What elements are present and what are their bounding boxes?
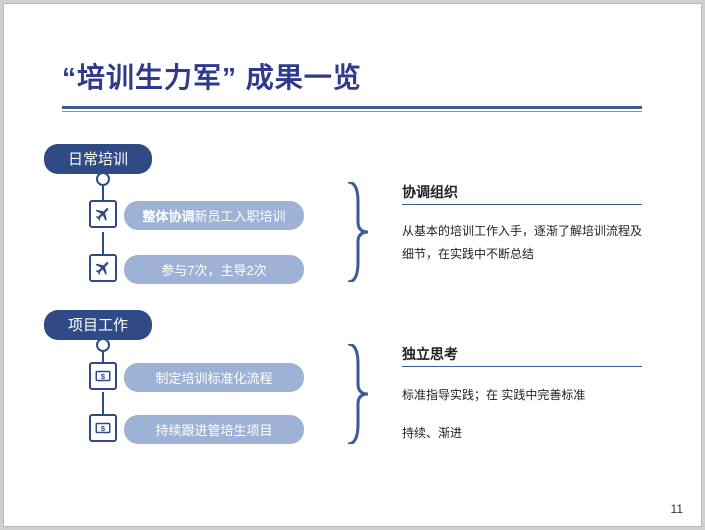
- right-title-1: 协调组织: [402, 182, 458, 202]
- item-pill: 整体协调新员工入职培训: [124, 201, 304, 230]
- right-body-2b: 持续、渐进: [402, 422, 642, 445]
- title-rule-thin: [62, 111, 642, 112]
- right-title-2: 独立思考: [402, 344, 458, 364]
- svg-text:$: $: [101, 424, 106, 433]
- dollar-icon: $: [89, 362, 117, 390]
- brace-icon: [344, 344, 368, 444]
- timeline-dot: [96, 338, 110, 352]
- item-text: 参与7次，主导2次: [161, 263, 266, 278]
- section-pill-daily: 日常培训: [44, 144, 152, 174]
- item-text: 新员工入职培训: [195, 209, 286, 224]
- item-pill: 参与7次，主导2次: [124, 255, 304, 284]
- page-number: 11: [671, 502, 683, 516]
- item-pill: 制定培训标准化流程: [124, 363, 304, 392]
- plane-icon: [89, 200, 117, 228]
- slide-title: “培训生力军” 成果一览: [62, 56, 362, 96]
- title-rule-thick: [62, 106, 642, 109]
- dollar-icon: $: [89, 414, 117, 442]
- item-text: 持续跟进管培生项目: [155, 423, 272, 438]
- timeline-dot: [96, 172, 110, 186]
- plane-icon: [89, 254, 117, 282]
- item-pill: 持续跟进管培生项目: [124, 415, 304, 444]
- section-pill-project: 项目工作: [44, 310, 152, 340]
- slide: “培训生力军” 成果一览 日常培训 整体协调新员工入职培训 参与7次，主导2次 …: [3, 3, 702, 527]
- item-prefix: 整体协调: [142, 209, 194, 224]
- right-body-2a: 标准指导实践；在 实践中完善标准: [402, 384, 642, 407]
- right-body-1: 从基本的培训工作入手，逐渐了解培训流程及细节，在实践中不断总结: [402, 220, 642, 266]
- right-rule: [402, 366, 642, 367]
- svg-text:$: $: [101, 372, 106, 381]
- brace-icon: [344, 182, 368, 282]
- item-text: 制定培训标准化流程: [155, 371, 272, 386]
- right-rule: [402, 204, 642, 205]
